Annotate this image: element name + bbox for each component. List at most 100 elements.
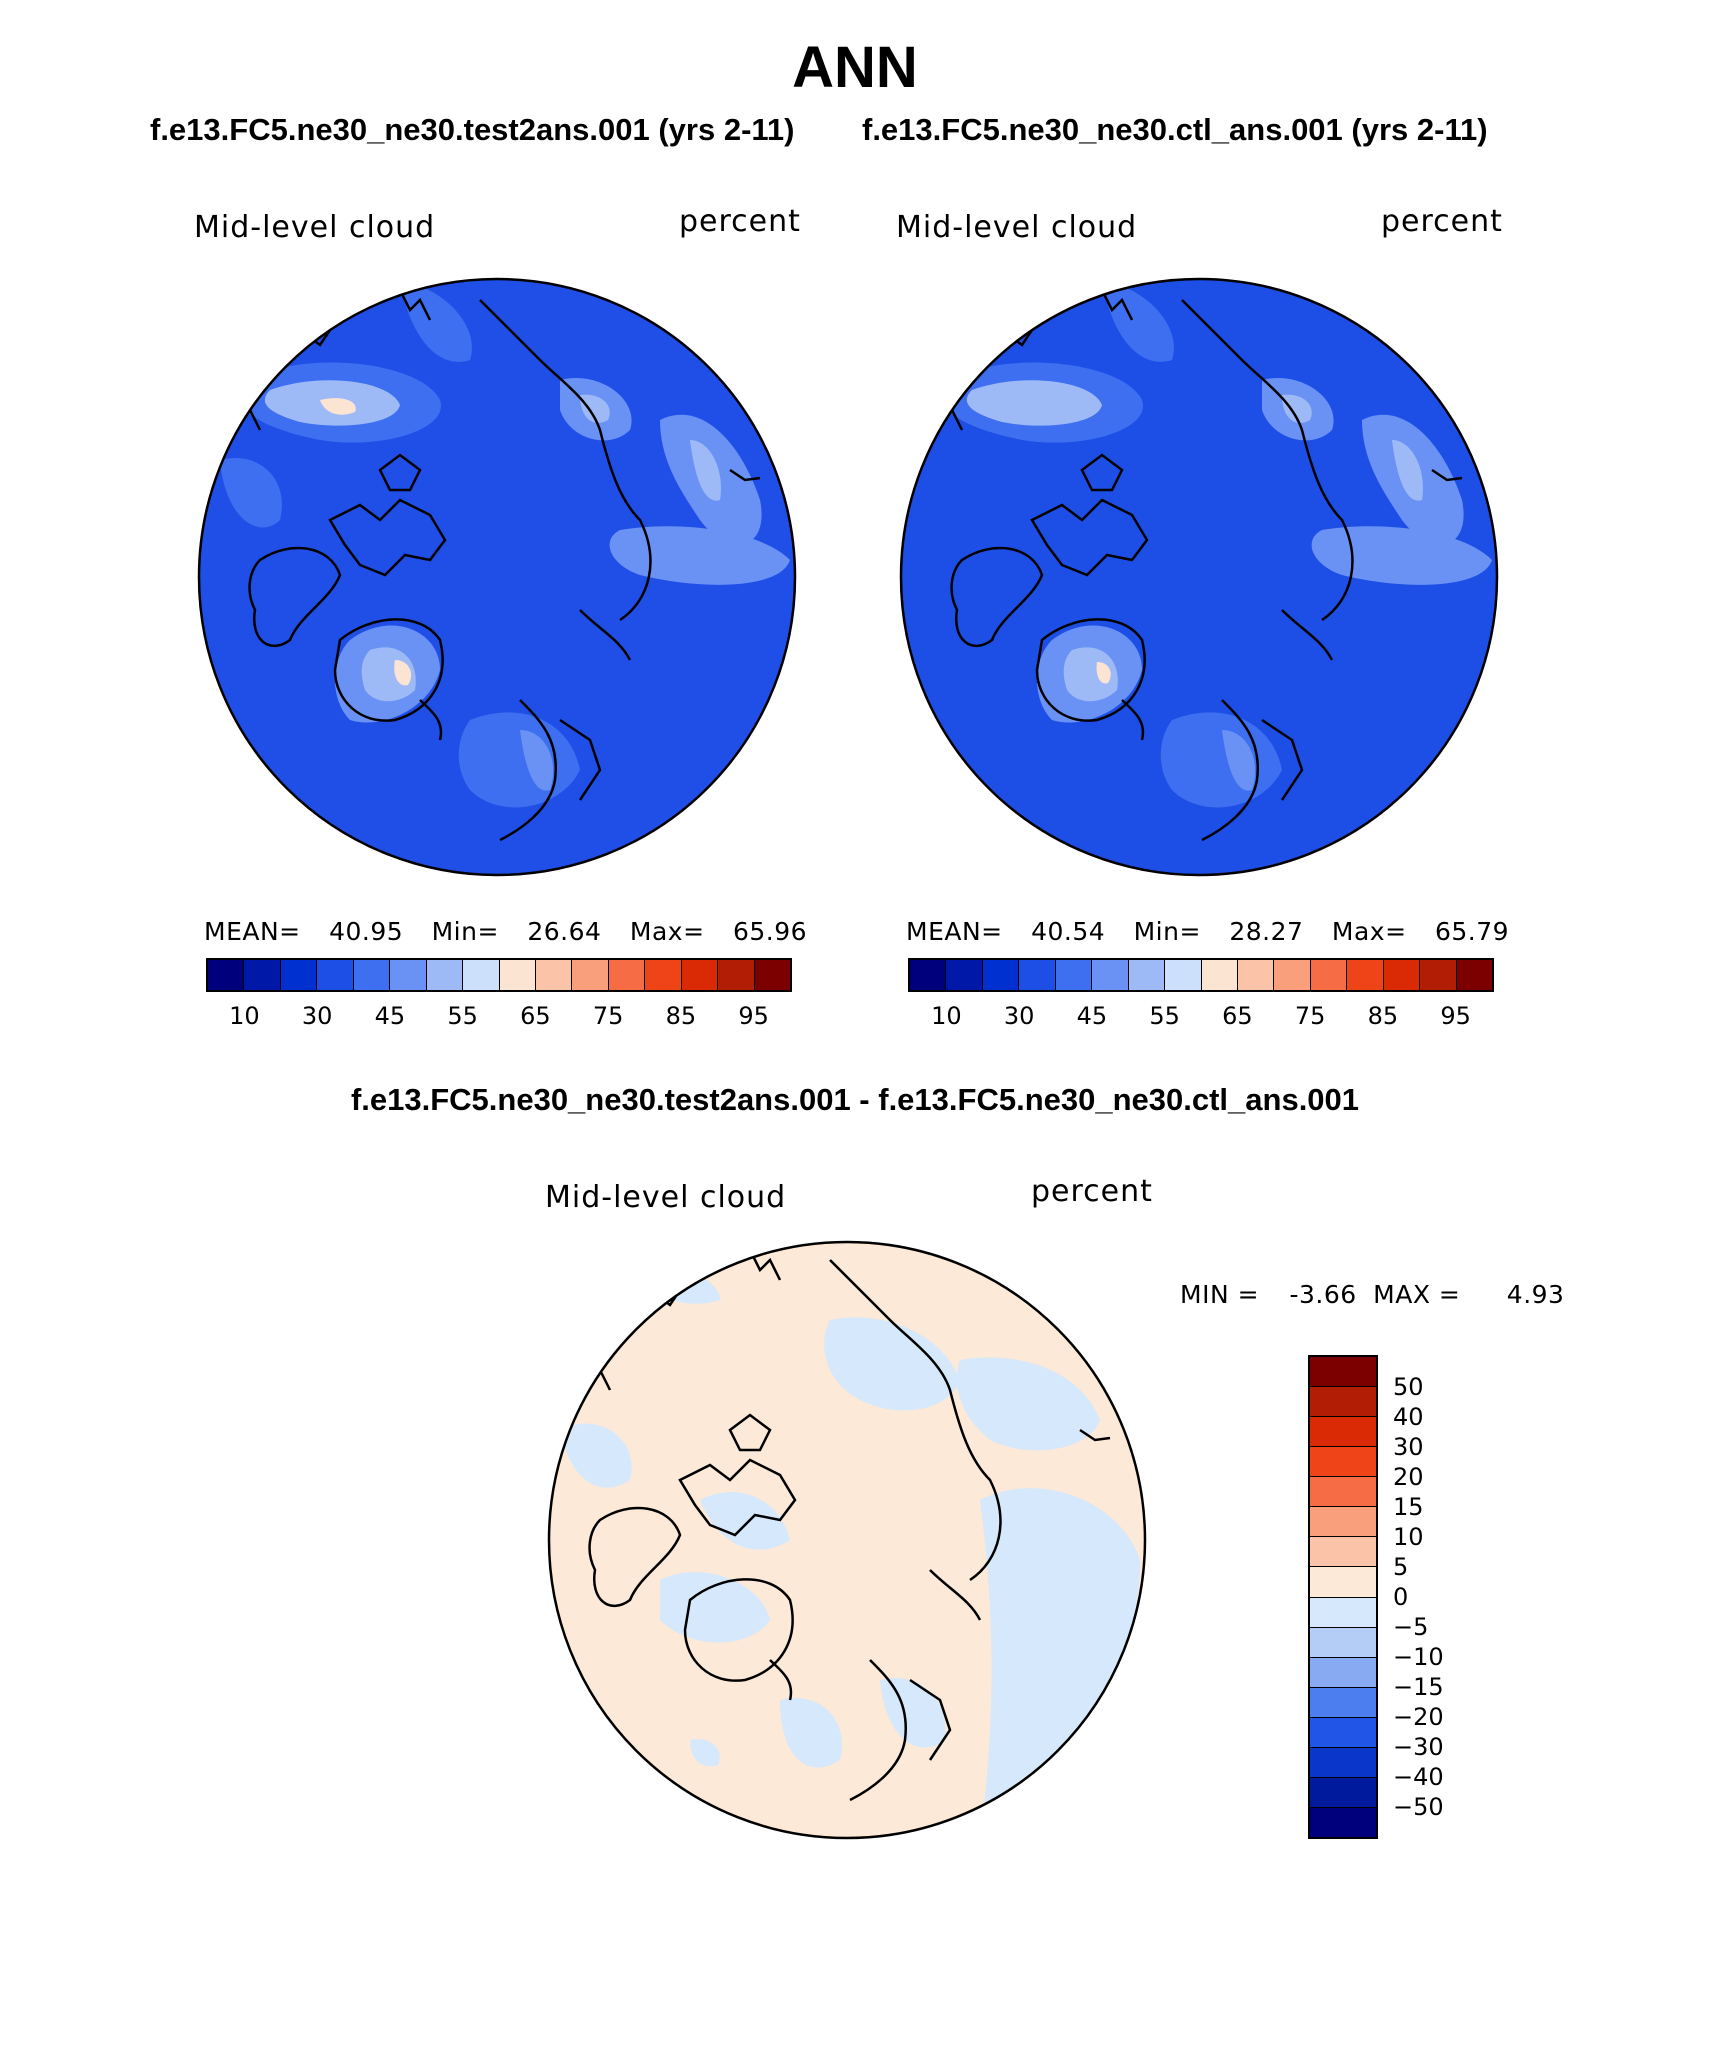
diff-variable-label: Mid-level cloud (545, 1180, 787, 1215)
colorbar-tick-label: 75 (1294, 1002, 1326, 1030)
colorbar-tick-label: 20 (1393, 1463, 1424, 1491)
colorbar-tick-label: −5 (1393, 1613, 1429, 1641)
colorbar-tick-label: 85 (665, 1002, 697, 1030)
panel1-min-label: Min= (431, 917, 499, 946)
colorbar-tick-label: 0 (1393, 1583, 1409, 1611)
colorbar-cell (1128, 960, 1166, 990)
diff-min-label: MIN = (1180, 1280, 1260, 1309)
panel2-max-label: Max= (1331, 917, 1407, 946)
panel2-units-label: percent (1381, 204, 1503, 239)
colorbar-tick-label: 95 (738, 1002, 769, 1030)
colorbar-cell (1201, 960, 1238, 990)
panel1-variable-label: Mid-level cloud (194, 210, 436, 245)
colorbar-cell (1310, 1597, 1376, 1628)
panel1-mean-label: MEAN= (204, 917, 301, 946)
colorbar-cell (608, 960, 646, 990)
diff-max-label: MAX = (1373, 1280, 1461, 1309)
colorbar-panel-1 (206, 958, 792, 992)
colorbar-cell (1310, 1537, 1376, 1568)
colorbar-cell (463, 960, 500, 990)
colorbar-cell (353, 960, 391, 990)
colorbar-cell (1383, 960, 1421, 990)
colorbar-cell (1310, 1627, 1376, 1658)
colorbar-tick-label: −50 (1393, 1793, 1444, 1821)
panel2-mean-label: MEAN= (906, 917, 1003, 946)
colorbar-cell (1165, 960, 1202, 990)
colorbar-cell (572, 960, 609, 990)
colorbar-tick-label: 10 (229, 1002, 260, 1030)
colorbar-tick-label: −15 (1393, 1673, 1444, 1701)
cloud-difference-field (549, 1242, 1145, 1838)
colorbar-cell (1310, 1567, 1376, 1598)
colorbar-tick-label: 65 (520, 1002, 551, 1030)
colorbar-tick-label: 15 (1393, 1493, 1424, 1521)
colorbar-tick-label: 40 (1393, 1403, 1424, 1431)
colorbar-cell (982, 960, 1020, 990)
colorbar-cell (1019, 960, 1056, 990)
colorbar-tick-label: 65 (1222, 1002, 1253, 1030)
colorbar-tick-label: 30 (1003, 1002, 1035, 1030)
colorbar-cell (426, 960, 464, 990)
diff-max-value: 4.93 (1506, 1280, 1565, 1309)
colorbar-tick-label: −10 (1393, 1643, 1444, 1671)
case-a-header: f.e13.FC5.ne30_ne30.test2ans.001 (yrs 2-… (150, 112, 795, 147)
panel1-max-label: Max= (629, 917, 705, 946)
diff-min-value: -3.66 (1289, 1280, 1357, 1309)
colorbar-cell (1310, 1687, 1376, 1718)
colorbar-cell (1310, 1387, 1376, 1418)
panel1-mean-value: 40.95 (329, 917, 404, 946)
colorbar-cell (1310, 1357, 1376, 1388)
colorbar-tick-label: 10 (931, 1002, 962, 1030)
panel2-min-label: Min= (1133, 917, 1201, 946)
colorbar-cell (1310, 1717, 1376, 1748)
colorbar-cell (1456, 960, 1492, 990)
panel2-min-value: 28.27 (1229, 917, 1304, 946)
colorbar-cell (1310, 1507, 1376, 1538)
panel1-max-value: 65.96 (733, 917, 808, 946)
colorbar-cell (1310, 1477, 1376, 1508)
colorbar-tick-label: 95 (1440, 1002, 1471, 1030)
colorbar-tick-label: 75 (592, 1002, 624, 1030)
difference-header: f.e13.FC5.ne30_ne30.test2ans.001 - f.e13… (350, 1082, 1360, 1117)
colorbar-tick-label: 45 (374, 1002, 406, 1030)
colorbar-cell (317, 960, 354, 990)
colorbar-cell (645, 960, 682, 990)
colorbar-tick-label: 30 (301, 1002, 333, 1030)
colorbar-tick-label: 30 (1393, 1433, 1424, 1461)
colorbar-tick-label: −40 (1393, 1763, 1444, 1791)
panel2-max-value: 65.79 (1435, 917, 1510, 946)
colorbar-tick-label: 55 (1149, 1002, 1180, 1030)
colorbar-cell (754, 960, 790, 990)
colorbar-cell (1347, 960, 1384, 990)
panel2-variable-label: Mid-level cloud (896, 210, 1138, 245)
colorbar-tick-label: 5 (1393, 1553, 1409, 1581)
panel2-mean-value: 40.54 (1031, 917, 1106, 946)
colorbar-cell (390, 960, 427, 990)
colorbar-cell (208, 960, 245, 990)
colorbar-cell (280, 960, 318, 990)
colorbar-tick-label: 85 (1367, 1002, 1399, 1030)
colorbar-cell (681, 960, 719, 990)
cloud-field-panel-2 (901, 279, 1497, 875)
colorbar-cell (1310, 1807, 1376, 1837)
colorbar-cell (946, 960, 983, 990)
diff-units-label: percent (1031, 1174, 1153, 1209)
colorbar-cell (1310, 960, 1348, 990)
colorbar-cell (1310, 1417, 1376, 1448)
colorbar-cell (1310, 1447, 1376, 1478)
coastlines-panel-2 (931, 289, 1463, 842)
colorbar-cell (1310, 1777, 1376, 1808)
colorbar-cell (1055, 960, 1093, 990)
colorbar-cell (1310, 1657, 1376, 1688)
colorbar-cell (244, 960, 281, 990)
colorbar-tick-label: −20 (1393, 1703, 1444, 1731)
colorbar-cell (1092, 960, 1129, 990)
colorbar-tick-label: 45 (1076, 1002, 1108, 1030)
colorbar-cell (1274, 960, 1311, 990)
colorbar-cell (1420, 960, 1457, 990)
colorbar-cell (910, 960, 947, 990)
colorbar-tick-label: 50 (1393, 1373, 1424, 1401)
colorbar-cell (535, 960, 573, 990)
panel1-units-label: percent (679, 204, 801, 239)
